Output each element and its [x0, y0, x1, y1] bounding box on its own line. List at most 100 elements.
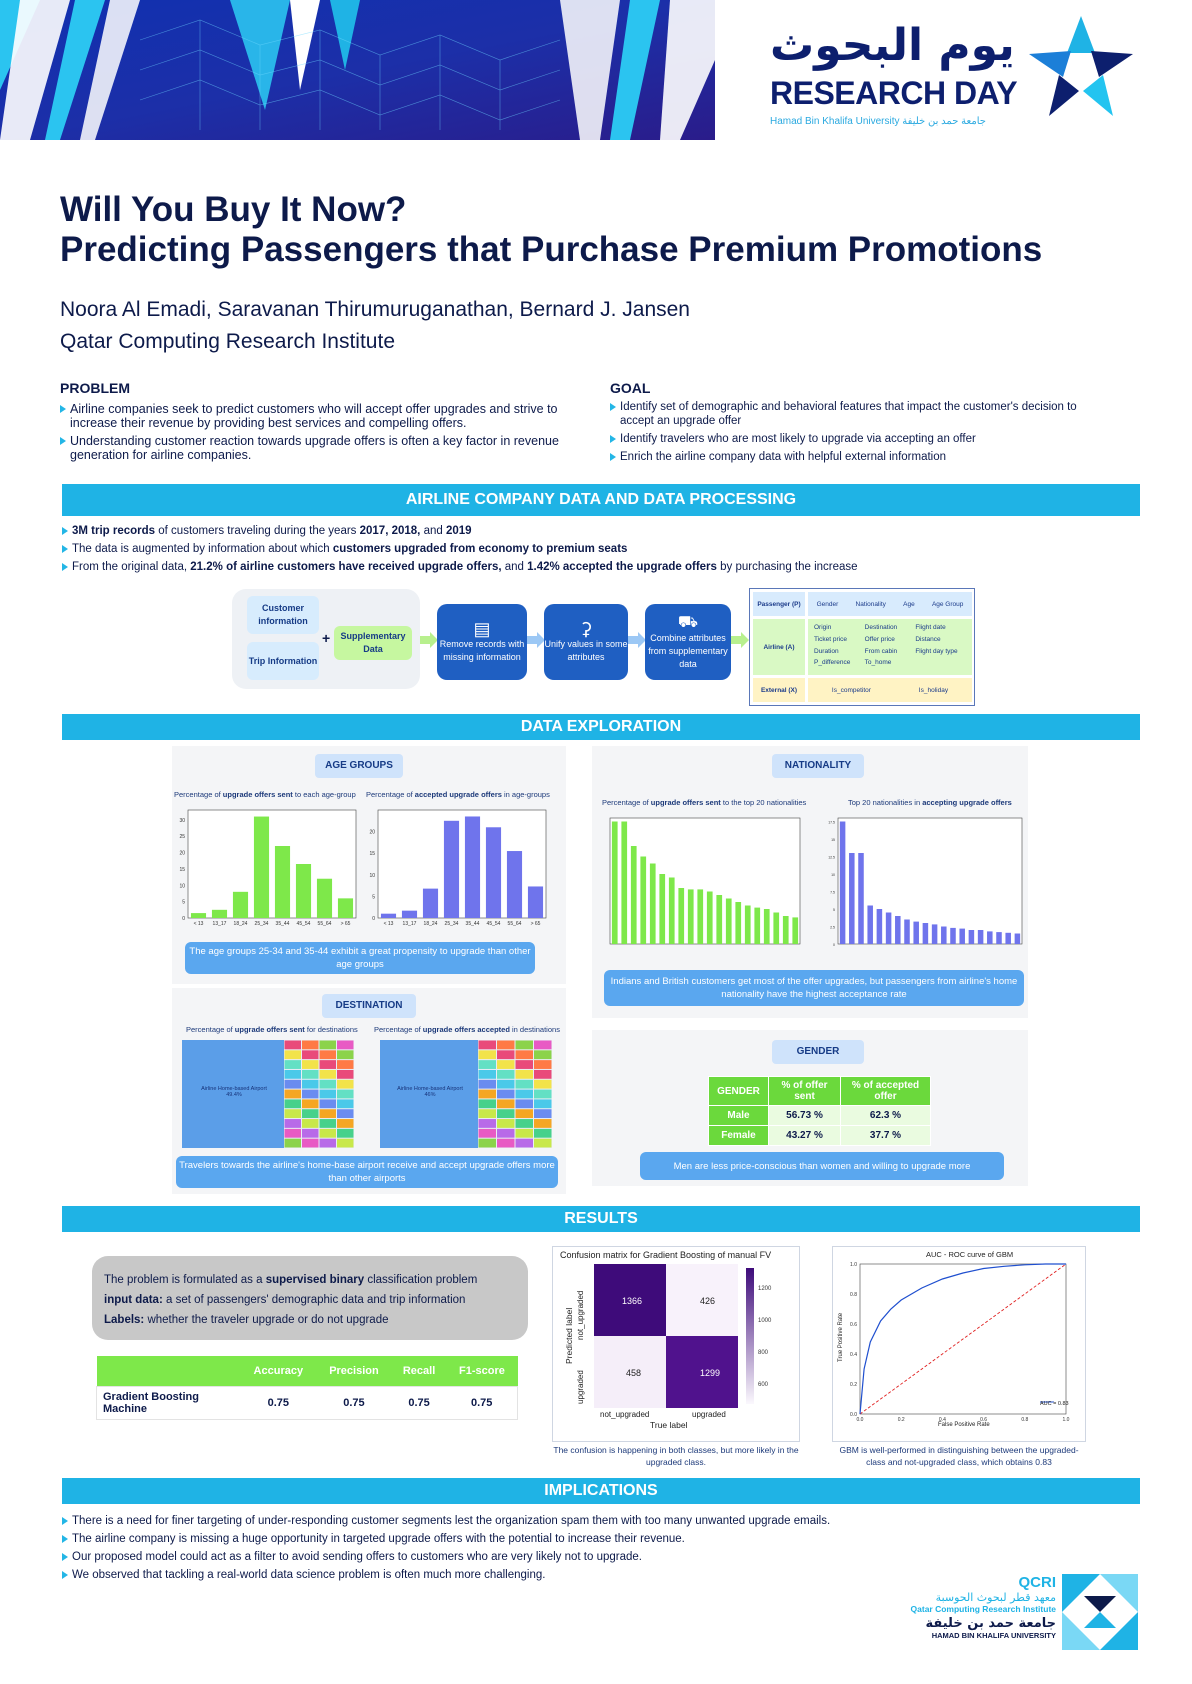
bar: [659, 874, 666, 944]
bar: [725, 898, 732, 944]
treemap-tile: [284, 1089, 301, 1099]
treemap-tile: [497, 1138, 515, 1148]
treemap-tile: [319, 1128, 336, 1138]
roc-y-tick: 0.2: [850, 1382, 857, 1388]
x-tick-label: 55_64: [508, 921, 522, 927]
external-attrs: Is_competitor Is_holiday: [808, 678, 972, 702]
roc-x-tick: 0.8: [1021, 1417, 1028, 1423]
treemap-tile: [497, 1099, 515, 1109]
treemap-tile: [337, 1109, 354, 1119]
airline-attrs: Origin Destination Flight date Ticket pric…: [808, 619, 972, 675]
cm-colorbar-tick: 1000: [758, 1318, 772, 1324]
y-tick-label: 17.5: [828, 821, 835, 825]
roc-diagonal: [859, 1263, 1067, 1415]
cm-cell-0-0: [594, 1264, 666, 1336]
poster-title: Will You Buy It Now? Predicting Passenge…: [60, 190, 1042, 270]
treemap-tile: [302, 1138, 319, 1148]
cm-cell-1-0: [594, 1336, 666, 1408]
problem-item: Airline companies seek to predict custom…: [60, 402, 580, 430]
x-tick-label: 35_44: [466, 921, 480, 927]
document-icon: ▤: [473, 619, 491, 639]
treemap-tile: [497, 1060, 515, 1069]
roc-y-tick: 0.4: [850, 1352, 857, 1358]
bar: [697, 889, 704, 944]
roc-caption: GBM is well-performed in distinguishing …: [839, 1445, 1079, 1467]
cm-cell-0-1: [666, 1264, 738, 1336]
y-tick-label: 0: [372, 916, 375, 922]
bar: [422, 888, 439, 918]
cm-colorbar: [746, 1268, 754, 1404]
treemap-tile: [515, 1128, 533, 1138]
bar: [996, 932, 1002, 944]
bar: [630, 846, 637, 944]
roc-y-tick: 0.0: [850, 1412, 857, 1418]
nationality-offers-sent-chart: [609, 817, 801, 945]
unify-values-step: ⚳ Unify values in some attributes: [544, 604, 628, 680]
x-tick-label: 13_17: [213, 921, 227, 927]
treemap-tile: [534, 1069, 552, 1079]
bar: [735, 902, 742, 944]
goal-item: Identify travelers who are most likely t…: [610, 432, 1110, 446]
arrow-icon: [628, 632, 646, 648]
treemap-tile: [319, 1069, 336, 1079]
x-tick-label: 25_34: [445, 921, 459, 927]
bar: [849, 853, 855, 944]
bar: [668, 877, 675, 944]
cm-colorbar-tick: 1200: [758, 1286, 772, 1292]
y-tick-label: 30: [179, 818, 185, 824]
nationality-left-caption: Percentage of upgrade offers sent to the…: [602, 798, 807, 807]
airline-label: Airline (A): [753, 619, 805, 675]
bar: [506, 851, 523, 918]
treemap-tile: [515, 1050, 533, 1060]
trip-info-chip: Trip Information: [247, 642, 319, 680]
formulation-box: The problem is formulated as a supervise…: [92, 1256, 528, 1340]
x-tick-label: 45_54: [487, 921, 501, 927]
treemap-tile: [319, 1109, 336, 1119]
x-tick-label: 25_34: [255, 921, 269, 927]
logo-english: RESEARCH DAY: [770, 75, 1018, 111]
y-tick-label: 0: [833, 943, 835, 947]
age-right-caption: Percentage of accepted upgrade offers in…: [366, 790, 550, 799]
treemap-tile: [337, 1128, 354, 1138]
age-left-caption: Percentage of upgrade offers sent to eac…: [174, 790, 356, 799]
age-offers-sent-chart: 0 5 10 15 20 25 30 < 13 13_17 18_24 25_34 35_44 45_5…: [179, 809, 357, 927]
title-line-1: Will You Buy It Now?: [60, 190, 407, 229]
treemap-tile: [515, 1079, 533, 1089]
problem-list: Airline companies seek to predict custom…: [60, 402, 580, 462]
cm-title: Confusion matrix for Gradient Boosting o…: [560, 1250, 772, 1260]
performance-table: Accuracy Precision Recall F1-score Gradi…: [96, 1356, 518, 1420]
treemap-tile: [534, 1050, 552, 1060]
treemap-tile: [478, 1109, 496, 1119]
bar: [792, 917, 799, 944]
treemap-tile: [534, 1089, 552, 1099]
destination-offers-treemap: [182, 1040, 354, 1148]
y-tick-label: 15: [831, 838, 835, 842]
x-tick-label: 45_54: [297, 921, 311, 927]
bar: [716, 895, 723, 944]
treemap-tile: [515, 1069, 533, 1079]
formulation-line-3: Labels: whether the traveler upgrade or …: [104, 1314, 389, 1326]
treemap-tile: [319, 1119, 336, 1128]
data-bullets: 3M trip records of customers traveling d…: [62, 524, 1132, 578]
plus-sign: +: [322, 630, 331, 646]
bar: [1005, 932, 1011, 944]
treemap-tile: [497, 1109, 515, 1119]
treemap-tile: [515, 1099, 533, 1109]
treemap-tile: [284, 1128, 301, 1138]
goal-heading: GOAL: [610, 380, 651, 396]
performance-header: Accuracy Precision Recall F1-score: [96, 1356, 518, 1386]
cm-col-label-1: upgraded: [692, 1410, 726, 1419]
hbku-english: HAMAD BIN KHALIFA UNIVERSITY: [931, 1631, 1056, 1640]
nationality-chip: NATIONALITY: [772, 754, 864, 778]
treemap-tile: [319, 1050, 336, 1060]
implications-list: There is a need for finer targeting of u…: [62, 1514, 1062, 1586]
cm-ylabel: Predicted label: [564, 1307, 574, 1364]
x-tick-label: 55_64: [318, 921, 332, 927]
institute: Qatar Computing Research Institute: [60, 330, 395, 353]
bar: [621, 821, 628, 944]
bar: [640, 856, 647, 944]
treemap-tile: [497, 1128, 515, 1138]
roc-x-tick: 0.6: [980, 1417, 987, 1423]
treemap-tile: [497, 1040, 515, 1050]
implication-item: Our proposed model could act as a filter…: [62, 1550, 1062, 1564]
